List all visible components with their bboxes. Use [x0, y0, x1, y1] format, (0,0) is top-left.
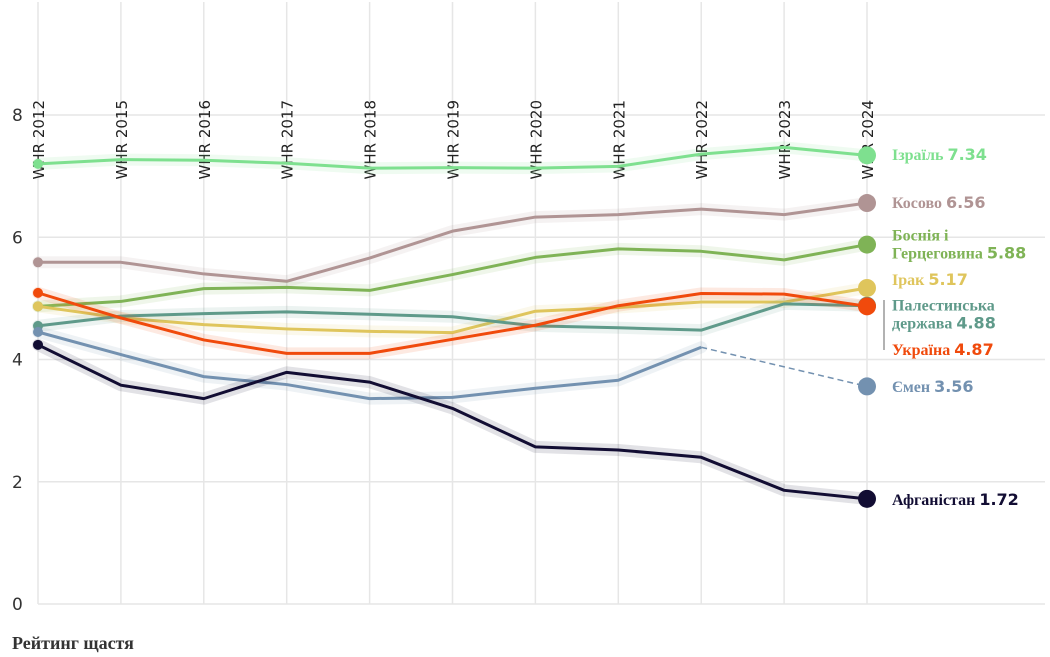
y-tick-label: 6: [12, 228, 23, 248]
end-label: Косово 6.56: [892, 194, 1042, 212]
end-dot: [858, 146, 876, 165]
x-tick-label: WHR 2019: [445, 100, 463, 179]
footer: Рейтинг щастя: [12, 633, 134, 653]
series-name: Афганістан: [892, 492, 976, 509]
series-name: Боснія і Герцеговина: [892, 227, 983, 263]
end-label: Боснія і Герцеговина 5.88: [892, 228, 1042, 263]
end-label: Ірак 5.17: [892, 271, 1042, 289]
series-name: Ірак: [892, 272, 925, 289]
y-tick-label: 4: [12, 351, 23, 371]
point: [33, 257, 43, 268]
x-tick-label: WHR 2023: [776, 100, 794, 179]
end-label: Україна 4.87: [892, 341, 1042, 359]
gap-connector: [701, 346, 868, 388]
end-dot: [858, 489, 876, 508]
end-label: Палестинська держава 4.88: [892, 298, 1042, 333]
value-label: 4.88: [956, 313, 996, 333]
line: [37, 343, 868, 501]
end-dot: [858, 278, 876, 297]
line: [38, 201, 868, 283]
end-label: Афганістан 1.72: [892, 491, 1042, 509]
series-name: Україна: [892, 342, 951, 359]
x-tick-label: WHR 2017: [279, 100, 297, 179]
line: [37, 291, 868, 355]
series-name: Косово: [892, 195, 943, 212]
line: [37, 286, 868, 335]
series-name: Ізраїль: [892, 147, 944, 164]
x-tick-label: WHR 2020: [527, 100, 545, 179]
value-label: 1.72: [979, 490, 1019, 509]
end-dot: [858, 194, 876, 213]
value-label: 6.56: [946, 193, 986, 212]
line: [37, 145, 868, 170]
end-dot: [858, 297, 876, 316]
series-name: Ємен: [892, 379, 931, 396]
series-name: Палестинська держава: [892, 297, 995, 333]
point: [33, 158, 43, 169]
x-tick-label: WHR 2022: [693, 100, 711, 179]
value-label: 5.17: [928, 270, 968, 289]
point: [33, 287, 43, 298]
point: [33, 301, 43, 312]
y-tick-label: 0: [12, 595, 23, 615]
x-tick-label: WHR 2012: [30, 100, 48, 179]
line: [37, 243, 868, 308]
x-tick-label: WHR 2018: [362, 100, 380, 179]
x-tick-label: WHR 2021: [610, 100, 628, 179]
value-label: 5.88: [986, 243, 1027, 263]
x-tick-label: WHR 2016: [196, 100, 214, 179]
end-dot: [858, 235, 876, 254]
y-tick-label: 8: [12, 106, 23, 126]
x-tick-label: WHR 2024: [859, 100, 877, 179]
point: [33, 339, 43, 350]
line: [37, 302, 868, 332]
end-dot: [858, 377, 876, 396]
end-label: Ізраїль 7.34: [892, 146, 1042, 164]
value-label: 4.87: [954, 340, 994, 359]
line: [37, 330, 702, 401]
value-label: 3.56: [934, 377, 974, 396]
y-tick-label: 2: [12, 473, 23, 493]
value-label: 7.34: [947, 145, 987, 164]
x-tick-label: WHR 2015: [113, 100, 131, 179]
point: [33, 326, 43, 337]
end-label: Ємен 3.56: [892, 378, 1042, 396]
